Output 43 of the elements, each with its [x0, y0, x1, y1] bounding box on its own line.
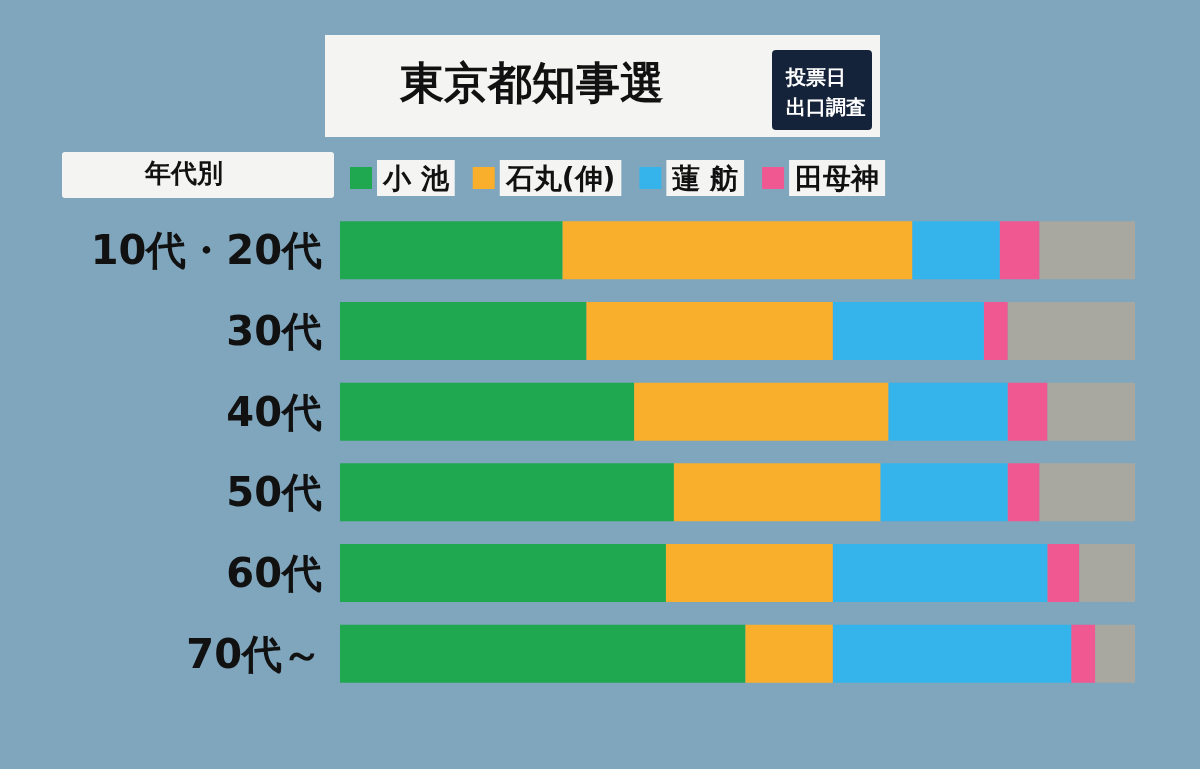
bar: [1007, 302, 1135, 360]
bar: [1039, 463, 1135, 522]
legend-label: 小 池: [382, 161, 450, 195]
bar: [1039, 221, 1135, 280]
bar: [983, 302, 1008, 360]
y-tick-label: 40代: [226, 388, 322, 435]
y-tick-label: 30代: [226, 308, 322, 354]
bar: [665, 544, 833, 602]
bar: [880, 463, 1008, 522]
bar: [1079, 544, 1135, 602]
bar: [340, 221, 563, 280]
bar: [340, 624, 746, 683]
bar: [1071, 624, 1096, 683]
bar: [1007, 382, 1048, 441]
y-tick-label: 60代: [226, 550, 322, 596]
bar: [1095, 624, 1135, 683]
bar: [673, 463, 881, 522]
bar: [832, 302, 984, 360]
legend-label: 蓮 舫: [671, 161, 739, 195]
bar: [832, 624, 1072, 683]
bar: [888, 382, 1008, 441]
y-tick-label: 50代: [226, 469, 322, 516]
y-tick-label: 10代・20代: [90, 227, 322, 274]
bar: [1047, 382, 1135, 441]
bar: [562, 221, 913, 280]
bar: [912, 221, 1000, 280]
bar: [340, 544, 666, 602]
y-tick-label: 70代～: [186, 630, 322, 677]
bar: [634, 382, 889, 441]
bar: [999, 221, 1040, 280]
bar: [340, 302, 587, 360]
legend-title: 年代別: [144, 158, 223, 188]
bar: [340, 382, 635, 441]
bar: [832, 544, 1048, 602]
bar: [1007, 463, 1040, 522]
legend-label: 石丸(伸): [504, 161, 616, 195]
text: 投票日出口調査: [785, 65, 866, 119]
bar: [586, 302, 833, 360]
bar: [340, 463, 674, 522]
legend-label: 田母神: [795, 161, 880, 195]
bar: [745, 624, 833, 683]
chart-title: 東京都知事選: [399, 56, 664, 108]
bar: [1047, 544, 1080, 602]
